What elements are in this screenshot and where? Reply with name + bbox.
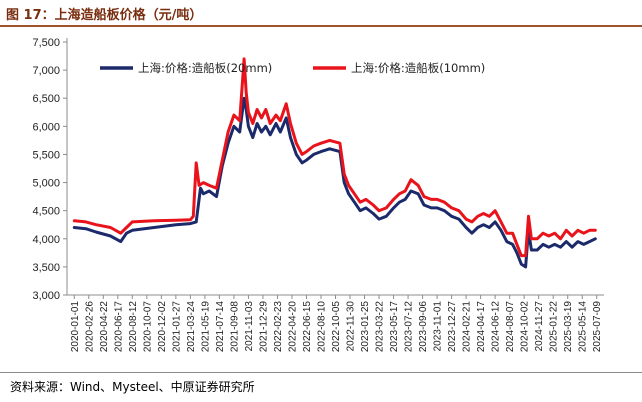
y-tick-label: 5,500 <box>32 149 60 161</box>
x-tick-label: 2025-07-09 <box>592 301 603 353</box>
y-tick-label: 4,000 <box>32 234 60 246</box>
y-tick-label: 5,000 <box>32 178 60 190</box>
y-tick-label: 4,500 <box>32 206 60 218</box>
x-tick-label: 2022-08-10 <box>316 301 327 353</box>
x-tick-label: 2021-01-27 <box>171 301 182 353</box>
x-tick-label: 2021-07-14 <box>215 301 226 353</box>
x-tick-label: 2023-05-17 <box>389 301 400 353</box>
x-tick-label: 2021-11-03 <box>244 301 255 352</box>
title-rule <box>0 25 642 27</box>
x-tick-label: 2023-03-22 <box>375 301 386 353</box>
x-tick-label: 2021-12-29 <box>258 301 269 353</box>
series-lines <box>72 57 597 269</box>
x-tick-label: 2024-11-27 <box>534 301 545 352</box>
x-tick-label: 2025-05-14 <box>578 301 589 353</box>
x-axis-ticks: 2020-01-01 2020-02-26 2020-04-22 2020-06-17… <box>70 295 603 352</box>
x-tick-label: 2024-06-12 <box>491 301 502 353</box>
y-tick-label: 7,000 <box>32 65 60 77</box>
x-tick-label: 2020-02-26 <box>84 301 95 353</box>
x-tick-label: 2024-10-02 <box>520 301 531 353</box>
x-tick-label: 2022-02-23 <box>273 301 284 353</box>
series-line-1 <box>72 96 597 269</box>
x-tick-label: 2024-08-07 <box>505 301 516 353</box>
source-note: 资料来源：Wind、Mysteel、中原证券研究所 <box>10 380 255 394</box>
series-line-2 <box>72 57 597 258</box>
x-tick-label: 2024-02-21 <box>462 301 473 353</box>
x-tick-label: 2023-12-27 <box>447 301 458 353</box>
legend-label-1: 上海:价格:造船板(20mm) <box>138 61 272 75</box>
y-tick-label: 6,500 <box>32 93 60 105</box>
y-tick-label: 3,000 <box>32 290 60 302</box>
source-rule <box>0 372 642 373</box>
x-tick-label: 2020-04-22 <box>99 301 110 353</box>
y-tick-label: 7,500 <box>32 37 60 49</box>
x-tick-label: 2021-05-19 <box>200 301 211 353</box>
x-tick-label: 2021-03-24 <box>186 301 197 353</box>
x-tick-label: 2023-01-25 <box>360 301 371 353</box>
x-tick-label: 2020-01-01 <box>70 301 81 353</box>
x-tick-label: 2022-04-20 <box>287 301 298 353</box>
x-tick-label: 2022-10-05 <box>331 301 342 353</box>
x-tick-label: 2023-11-01 <box>433 301 444 352</box>
x-tick-label: 2025-01-22 <box>549 301 560 353</box>
x-tick-label: 2020-10-07 <box>142 301 153 353</box>
x-tick-label: 2023-07-12 <box>404 301 415 353</box>
x-tick-label: 2022-06-15 <box>302 301 313 353</box>
x-tick-label: 2020-06-17 <box>113 301 124 353</box>
x-tick-label: 2025-03-19 <box>563 301 574 353</box>
x-tick-label: 2020-08-12 <box>128 301 139 353</box>
legend-label-2: 上海:价格:造船板(10mm) <box>351 61 485 75</box>
x-tick-label: 2020-12-02 <box>157 301 168 353</box>
y-tick-label: 6,000 <box>32 121 60 133</box>
chart-legend: 上海:价格:造船板(20mm) 上海:价格:造船板(10mm) <box>100 61 485 75</box>
y-axis-ticks: 3,000 3,500 4,000 4,500 5,000 5,500 6,000 6,500… <box>32 37 67 302</box>
x-tick-label: 2023-09-06 <box>418 301 429 353</box>
x-tick-label: 2024-04-17 <box>476 301 487 353</box>
x-tick-label: 2021-09-08 <box>229 301 240 353</box>
y-tick-label: 3,500 <box>32 262 60 274</box>
figure-title: 图 17：上海造船板价格（元/吨） <box>6 8 203 23</box>
x-tick-label: 2022-11-30 <box>346 301 357 352</box>
